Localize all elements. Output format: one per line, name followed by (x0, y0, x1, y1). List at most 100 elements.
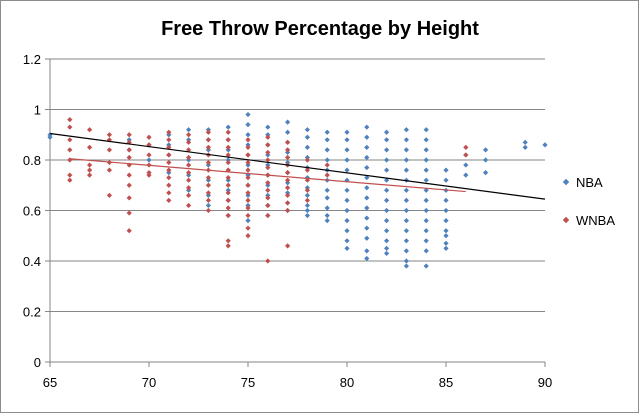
data-point (384, 238, 390, 244)
data-point (285, 243, 291, 249)
trendlines (49, 132, 546, 200)
data-point (245, 111, 251, 118)
data-point (265, 212, 271, 219)
data-point (205, 207, 211, 214)
data-point (542, 142, 548, 148)
data-point (245, 233, 251, 239)
data-point (186, 132, 192, 138)
data-point (304, 134, 310, 140)
data-point (245, 225, 251, 231)
data-point (384, 187, 390, 193)
data-point (245, 167, 251, 173)
data-point (324, 187, 330, 193)
data-point (384, 245, 390, 251)
data-point (225, 182, 231, 188)
data-point (443, 240, 449, 246)
data-point (384, 207, 390, 214)
data-point (403, 263, 409, 269)
data-point (205, 159, 211, 166)
data-point (265, 142, 271, 148)
data-point (384, 218, 390, 224)
data-point (285, 139, 291, 145)
data-point (106, 167, 112, 173)
y-tick-label: 0.6 (23, 204, 41, 219)
data-point (166, 167, 172, 173)
data-point (225, 197, 231, 203)
data-point (364, 124, 370, 130)
chart-title: Free Throw Percentage by Height (161, 18, 479, 40)
data-point (205, 197, 211, 203)
x-tick-label: 75 (241, 375, 255, 390)
data-point (225, 137, 231, 143)
data-point (186, 177, 192, 183)
data-point (87, 144, 93, 150)
data-point (245, 182, 251, 188)
data-point (423, 263, 429, 269)
data-point (403, 147, 409, 153)
legend-label: WNBA (576, 213, 615, 228)
x-tick-label: 80 (340, 375, 354, 390)
data-point (166, 137, 172, 143)
data-point (225, 159, 231, 166)
data-point (403, 127, 409, 133)
data-point (344, 137, 350, 143)
data-point (245, 197, 251, 203)
data-point (245, 190, 251, 196)
data-point (225, 238, 231, 244)
data-point (304, 177, 310, 183)
data-point (285, 170, 291, 176)
legend-marker (562, 216, 570, 224)
y-tick-label: 1 (34, 103, 41, 118)
data-point (364, 205, 370, 211)
data-point (285, 147, 291, 153)
data-point (225, 152, 231, 158)
data-point (265, 164, 271, 171)
data-point (245, 137, 251, 143)
data-point (364, 225, 370, 231)
data-point (205, 202, 211, 209)
data-point (463, 162, 469, 168)
data-point (443, 167, 449, 173)
data-point (364, 164, 370, 171)
data-point (403, 248, 409, 254)
data-point (403, 258, 409, 264)
data-point (384, 177, 390, 183)
data-point (225, 175, 231, 181)
data-point (245, 175, 251, 181)
data-point (364, 248, 370, 254)
data-point (364, 235, 370, 241)
data-point (384, 147, 390, 153)
data-point (146, 152, 152, 158)
data-point (146, 157, 152, 163)
data-point (304, 157, 310, 163)
data-point (384, 137, 390, 143)
data-point (186, 162, 192, 168)
data-point (265, 258, 271, 264)
series-wnba (67, 117, 469, 264)
data-point (384, 167, 390, 173)
y-tick-label: 0.4 (23, 254, 41, 269)
data-point (443, 177, 449, 183)
data-point (423, 248, 429, 254)
data-point (364, 215, 370, 221)
y-tick-label: 0.2 (23, 305, 41, 320)
data-point (463, 172, 469, 178)
data-point (423, 197, 429, 203)
data-point (403, 238, 409, 244)
data-point (384, 129, 390, 135)
data-point (67, 157, 73, 163)
data-point (186, 154, 192, 161)
data-point (166, 129, 172, 135)
data-point (324, 218, 330, 224)
data-point (245, 132, 251, 138)
data-point (364, 175, 370, 181)
data-point (324, 147, 330, 153)
data-point (146, 172, 152, 178)
data-point (265, 157, 271, 163)
data-point (126, 154, 132, 161)
data-point (126, 195, 132, 201)
data-point (364, 195, 370, 201)
data-point (225, 205, 231, 211)
data-point (344, 228, 350, 234)
